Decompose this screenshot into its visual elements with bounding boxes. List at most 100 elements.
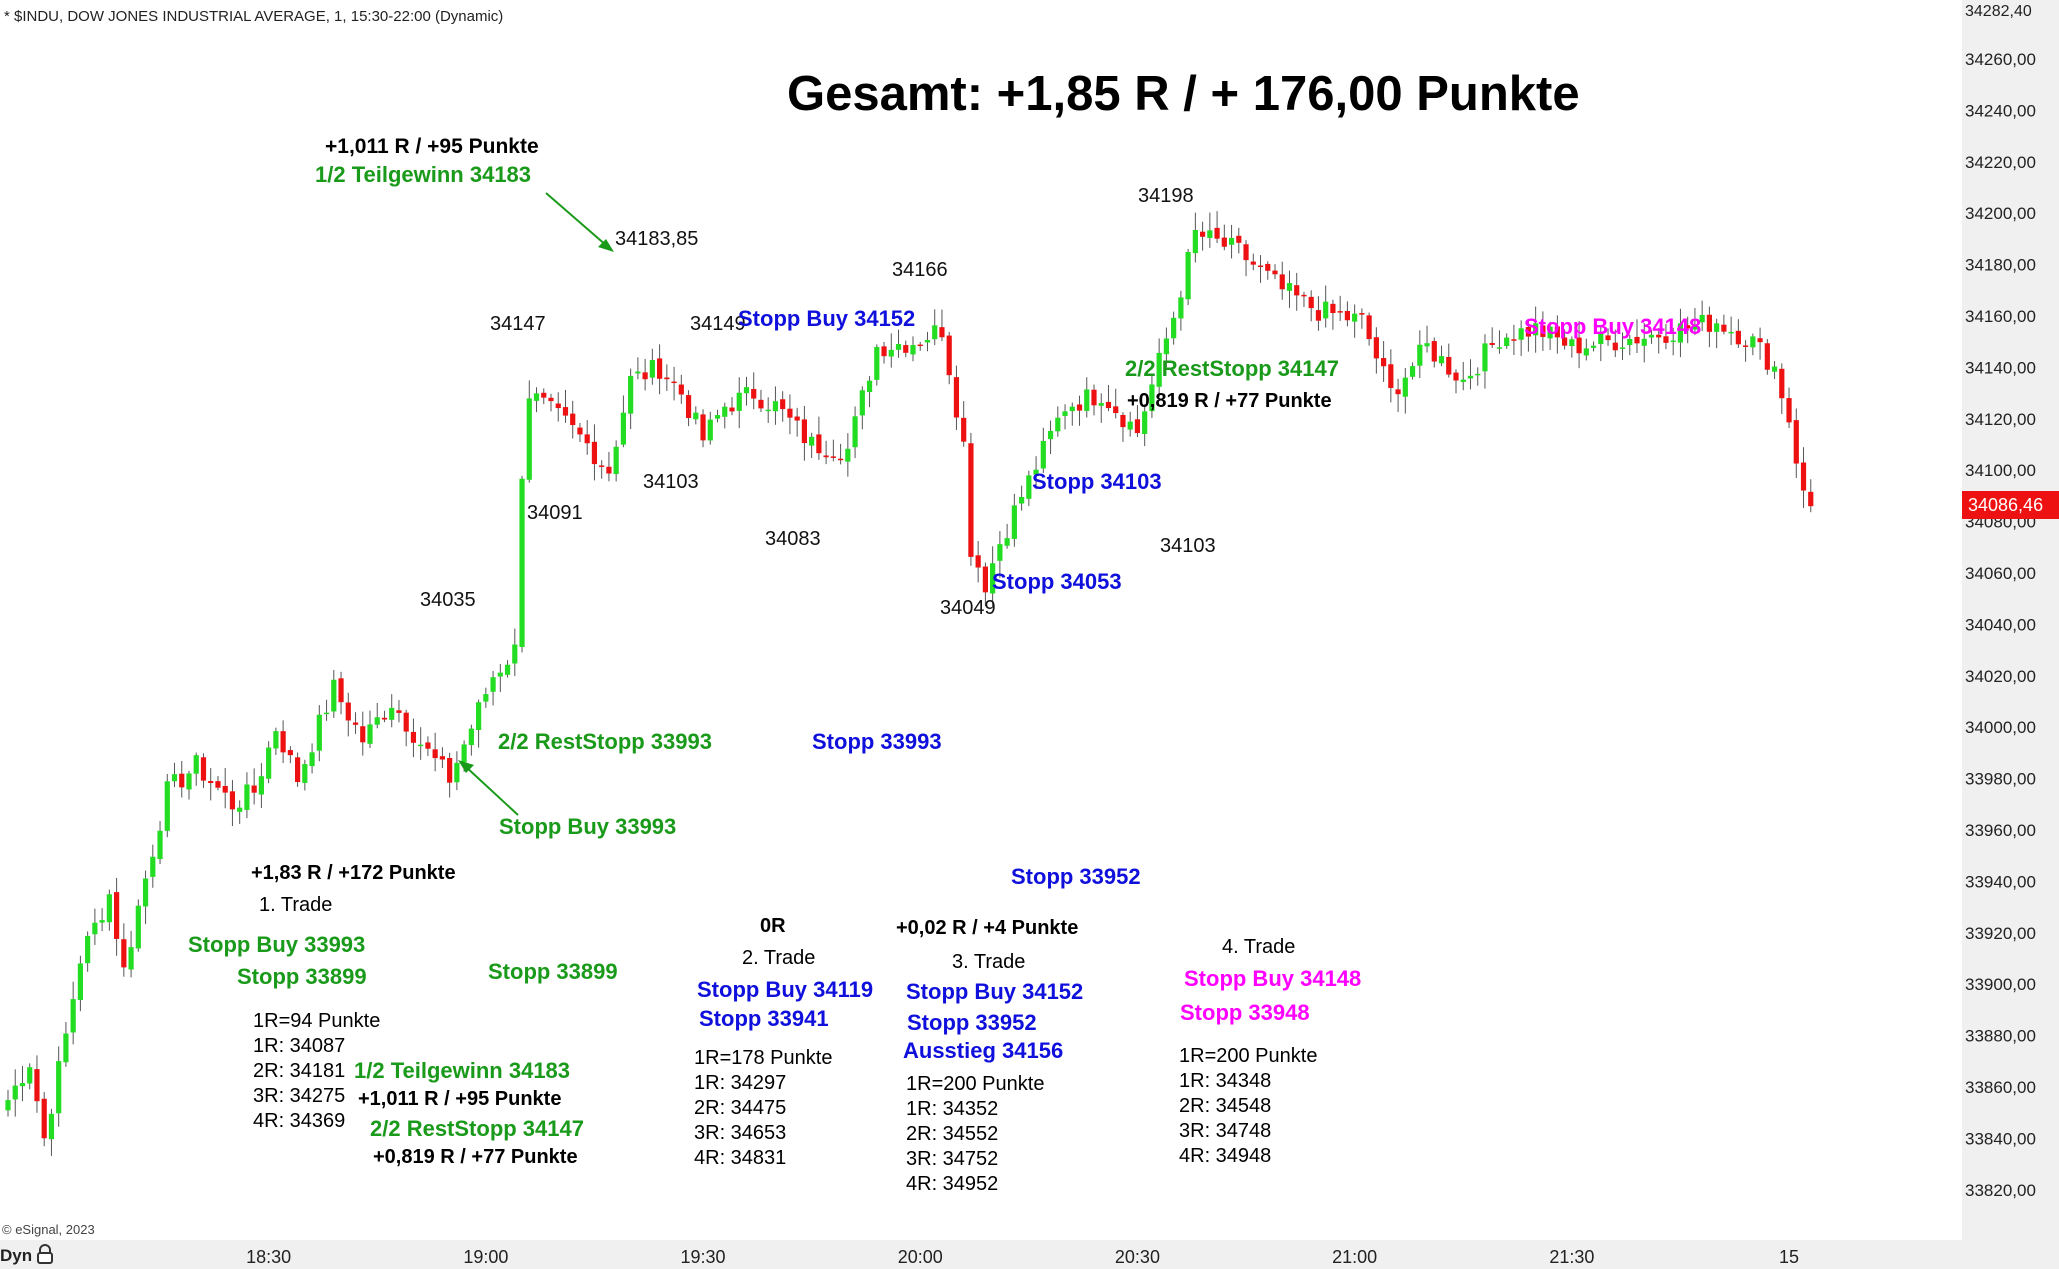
candle-body (12, 1085, 18, 1100)
arrow-teilgewinn-line (545, 192, 608, 247)
candle-body (1250, 261, 1256, 265)
candle-body (1446, 356, 1452, 375)
candle-body (1475, 373, 1481, 376)
candle-body (570, 413, 576, 426)
candle-body (490, 677, 496, 692)
candle-body (1388, 364, 1394, 388)
lock-icon[interactable] (36, 1244, 54, 1264)
trade4-r1: 1R: 34348 (1179, 1070, 1272, 1092)
candle-body (331, 679, 337, 712)
trade3-stopp-buy: Stopp Buy 34152 (906, 979, 1084, 1004)
candle-body (1547, 326, 1553, 339)
candle-body (1771, 366, 1778, 372)
candle-body (1779, 368, 1785, 399)
candle-body (439, 756, 445, 760)
candle-body (519, 478, 525, 648)
candle-body (280, 731, 286, 753)
candle-body (1562, 337, 1568, 346)
candle-body (809, 436, 815, 446)
trade1-r1: 1R: 34087 (253, 1035, 346, 1057)
candle-body (171, 774, 178, 782)
candle-body (693, 412, 699, 420)
candle-body (258, 776, 264, 795)
candle-body (92, 922, 98, 935)
candle-body (1315, 310, 1322, 321)
candle-body (1728, 331, 1734, 334)
candle-body (1533, 323, 1539, 336)
candle-body (1221, 237, 1227, 247)
candle-body (722, 406, 728, 417)
trade4-stopp-buy: Stopp Buy 34148 (1184, 966, 1362, 991)
y-axis-panel[interactable] (1962, 0, 2059, 1240)
y-tick-label: 34240,00 (1965, 101, 2036, 120)
trade2-r3: 3R: 34653 (694, 1122, 787, 1144)
candle-body (1764, 343, 1770, 370)
candle-body (852, 416, 858, 448)
annotation-stopp-buy-34152: Stopp Buy 34152 (738, 306, 916, 331)
annotation-t1-tg: 1/2 Teilgewinn 34183 (315, 162, 532, 187)
candle-body (1590, 345, 1597, 348)
trade2-name: 2. Trade (742, 947, 816, 969)
candle-body (1576, 337, 1582, 354)
trade2-r4: 4R: 34831 (694, 1147, 787, 1169)
candle-body (1228, 237, 1235, 245)
trade2-r-def: 1R=178 Punkte (694, 1047, 833, 1069)
price-extreme-label: 34103 (643, 471, 699, 493)
candle-body (1540, 325, 1546, 337)
candle-body (1352, 313, 1358, 322)
annotation-stopp-34053: Stopp 34053 (992, 569, 1122, 594)
candle-body (345, 702, 351, 721)
candle-body (628, 375, 634, 414)
candle-body (396, 710, 402, 713)
y-tick-label: 33820,00 (1965, 1181, 2036, 1200)
x-axis-panel[interactable] (0, 1240, 2059, 1269)
candle-body (838, 458, 844, 461)
candle-body (418, 744, 424, 747)
annotation-stopp-buy-34148: Stopp Buy 34148 (1524, 314, 1702, 339)
candle-body (765, 409, 771, 412)
candle-body (635, 371, 641, 374)
trade4-r3: 3R: 34748 (1179, 1120, 1272, 1142)
candle-body (504, 664, 511, 675)
candle-body (1800, 462, 1807, 491)
candle-body (229, 791, 236, 810)
candle-body (946, 335, 952, 376)
trade3-result: +0,02 R / +4 Punkte (896, 917, 1079, 939)
candle-body (302, 764, 308, 783)
candle-body (179, 773, 185, 788)
candle-body (1142, 411, 1148, 434)
candle-body (1583, 348, 1589, 356)
candle-body (1786, 398, 1792, 423)
candle-body (1692, 324, 1698, 330)
candle-body (41, 1098, 47, 1139)
trade3-exit: Ausstieg 34156 (903, 1038, 1064, 1063)
trade2-stopp: Stopp 33941 (699, 1006, 829, 1031)
annotation-stopp-buy-33993: Stopp Buy 33993 (499, 814, 677, 839)
candle-body (1381, 358, 1387, 367)
candle-body (816, 434, 822, 454)
candle-body (468, 728, 474, 746)
trade3-r2: 2R: 34552 (906, 1123, 999, 1145)
candle-body (1648, 334, 1655, 338)
y-tick-label: 33860,00 (1965, 1078, 2036, 1097)
candle-body (1757, 338, 1763, 343)
price-extreme-label: 34166 (892, 259, 948, 281)
candle-body (425, 742, 431, 749)
candle-body (982, 566, 988, 593)
candle-body (533, 393, 540, 401)
price-extreme-label: 34083 (765, 528, 821, 550)
candle-body (1055, 417, 1061, 432)
candle-body (1685, 325, 1691, 329)
candle-body (1504, 337, 1510, 347)
trade1-stopp-2: Stopp 33899 (488, 959, 618, 984)
candle-body (642, 372, 648, 380)
trade1-stopp-buy: Stopp Buy 33993 (188, 932, 366, 957)
candle-body (1359, 313, 1365, 315)
candle-body (1062, 411, 1068, 416)
candle-body (244, 784, 250, 810)
chart-title: * $INDU, DOW JONES INDUSTRIAL AVERAGE, 1… (4, 8, 504, 25)
candle-body (780, 399, 786, 410)
x-tick-label: 18:30 (246, 1247, 291, 1267)
dyn-label[interactable]: Dyn (0, 1246, 33, 1265)
